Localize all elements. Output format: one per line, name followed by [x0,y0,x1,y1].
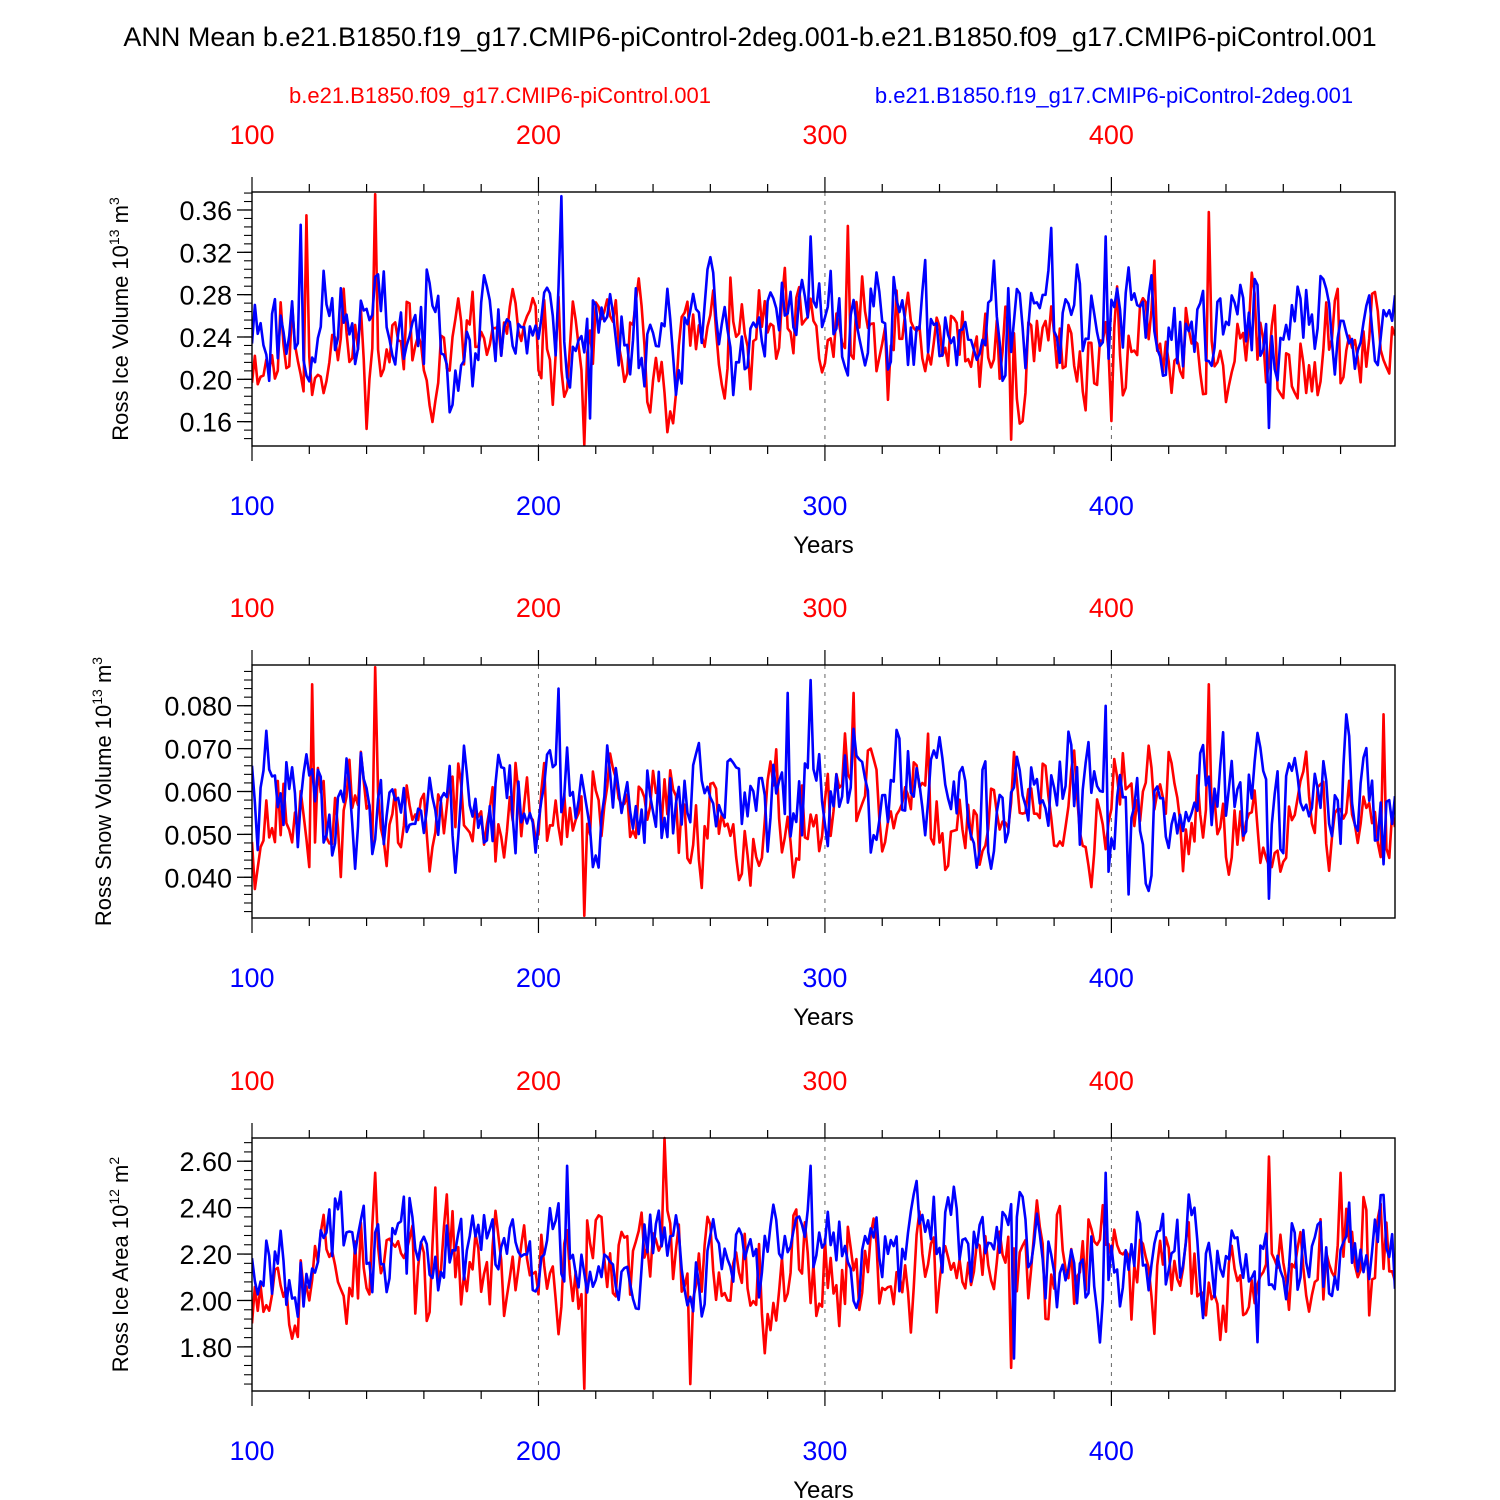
y-axis-title-pow: 3 [89,657,105,665]
y-tick-label: 0.050 [164,820,232,850]
plot-frame [251,664,1396,919]
y-axis-title: Ross Ice Volume 1013 m3 [106,197,133,441]
x-tick-label-top: 300 [802,1066,847,1096]
y-tick-label: 0.24 [179,323,232,353]
series-line-blue [252,194,1395,430]
x-axis-title: Years [793,532,854,559]
x-tick-label-top: 200 [516,593,561,623]
y-tick-label: 2.40 [179,1194,232,1224]
x-tick-label-top: 400 [1089,1066,1134,1096]
y-tick-label: 0.080 [164,692,232,722]
x-tick-label-bottom: 100 [229,491,274,521]
plot-frame [251,191,1396,447]
x-tick-label-top: 100 [229,1066,274,1096]
y-tick-label: 2.00 [179,1286,232,1316]
x-tick-label-top: 200 [516,1066,561,1096]
x-tick-label-bottom: 200 [516,963,561,993]
x-tick-label-bottom: 300 [802,963,847,993]
y-tick-label: 2.20 [179,1240,232,1270]
x-tick-label-top: 100 [229,120,274,150]
y-tick-label: 0.070 [164,735,232,765]
y-axis-title-unit: m [108,205,133,229]
y-axis-title-label: Ross Snow Volume 10 [91,705,116,926]
x-tick-label-bottom: 400 [1089,491,1134,521]
plot-frame [251,1137,1396,1392]
y-axis-title-exp: 13 [106,229,122,245]
y-axis-title-unit: m [108,1165,133,1189]
x-tick-label-bottom: 200 [516,491,561,521]
y-tick-label: 2.60 [179,1147,232,1177]
x-tick-label-bottom: 100 [229,963,274,993]
figure-title: ANN Mean b.e21.B1850.f19_g17.CMIP6-piCon… [123,22,1376,52]
y-tick-label: 0.32 [179,238,232,268]
y-tick-label: 0.16 [179,408,232,438]
x-tick-label-top: 300 [802,120,847,150]
x-tick-label-top: 400 [1089,120,1134,150]
y-axis-title-unit: m [91,665,116,689]
y-axis-title-pow: 3 [106,197,122,205]
series-line-red [252,192,1395,447]
y-tick-label: 0.040 [164,863,232,893]
y-tick-label: 0.20 [179,365,232,395]
x-axis-title: Years [793,1004,854,1031]
x-tick-label-top: 100 [229,593,274,623]
y-axis-title: Ross Ice Area 1012 m2 [106,1157,133,1373]
y-axis-title: Ross Snow Volume 1013 m3 [89,657,116,926]
y-tick-label: 0.36 [179,196,232,226]
x-axis-title: Years [793,1477,854,1500]
series-line-red [252,665,1395,918]
series-line-red [252,1136,1395,1390]
y-axis-title-label: Ross Ice Volume 10 [108,245,133,441]
y-axis-title-exp: 13 [89,689,105,705]
series-line-blue [252,1164,1395,1360]
x-tick-label-bottom: 200 [516,1436,561,1466]
legend-red-label: b.e21.B1850.f09_g17.CMIP6-piControl.001 [289,83,711,108]
x-tick-label-top: 200 [516,120,561,150]
panel-ice-area: 100 100 200 200 300 300 400 400 Years 1.80 2.00 2.2… [106,1066,1396,1500]
y-axis-title-pow: 2 [106,1157,122,1165]
y-tick-label: 0.060 [164,778,232,808]
y-tick-label: 0.28 [179,281,232,311]
x-tick-label-bottom: 400 [1089,1436,1134,1466]
x-tick-label-bottom: 400 [1089,963,1134,993]
x-tick-label-top: 300 [802,593,847,623]
y-axis-title-exp: 12 [106,1189,122,1205]
y-tick-label: 1.80 [179,1333,232,1363]
panel-ice-volume: 100 100 200 200 300 300 400 400 Years 0.16 0.20 0.2… [106,120,1396,559]
panel-snow-volume: 100 100 200 200 300 300 400 400 Years 0.040 0.050 0… [89,593,1396,1031]
y-axis-title-label: Ross Ice Area 10 [108,1205,133,1373]
series-line-blue [252,678,1395,901]
x-tick-label-bottom: 300 [802,491,847,521]
x-tick-label-top: 400 [1089,593,1134,623]
x-tick-label-bottom: 100 [229,1436,274,1466]
x-tick-label-bottom: 300 [802,1436,847,1466]
legend-blue-label: b.e21.B1850.f19_g17.CMIP6-piControl-2deg… [875,83,1353,108]
